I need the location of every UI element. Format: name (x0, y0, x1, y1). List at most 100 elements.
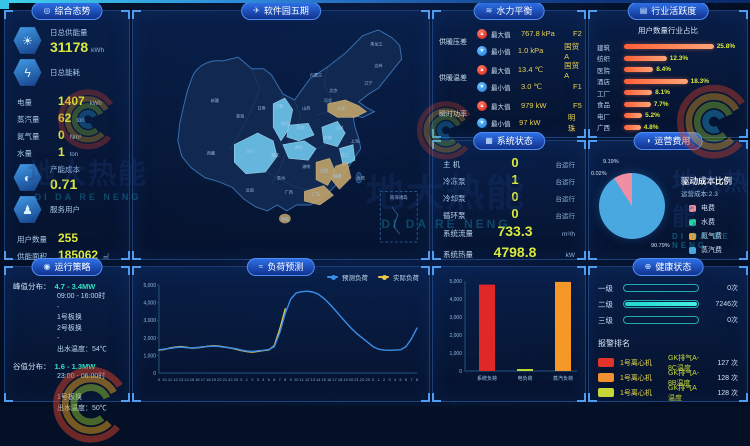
industry-category: 广西 (597, 125, 610, 133)
system-label: 系统流量 (443, 229, 473, 238)
energy-icon: ϟ (13, 59, 42, 86)
legend-swatch (689, 218, 696, 226)
province-label[interactable]: 西藏 (207, 149, 215, 155)
legend-item[interactable]: 预测负荷 (327, 272, 368, 282)
industry-row: 工厂 8.1% (595, 87, 741, 99)
province-label[interactable]: 福建 (333, 173, 341, 179)
province-label[interactable]: 甘肃 (257, 105, 265, 111)
province-label[interactable]: 海南 (281, 216, 289, 222)
legend-item[interactable]: 水费 (689, 217, 722, 227)
panel-corner-accent (121, 393, 130, 402)
level-count: 7246次 (715, 301, 738, 308)
legend-item[interactable]: 蒸汽费 (689, 245, 722, 255)
province-label[interactable]: 北京 (329, 87, 337, 93)
strategy-line: - (57, 335, 60, 342)
panel-corner-accent (577, 10, 586, 19)
panel-corner-accent (577, 266, 586, 275)
province-label[interactable]: 安徽 (324, 134, 332, 140)
province-label[interactable]: 江苏 (335, 124, 343, 130)
strategy-line: 1号板换 (57, 394, 82, 401)
system-value: 1 (511, 172, 519, 187)
province-label[interactable]: 青海 (236, 112, 244, 118)
industry-bar[interactable] (624, 67, 654, 73)
province-label[interactable]: 辽宁 (364, 79, 372, 85)
metric-label: 供能面积 (17, 251, 47, 261)
industry-bar[interactable] (624, 101, 651, 107)
industry-row: 医院 8.4% (595, 64, 741, 76)
y-tick-label: 3,000 (143, 318, 156, 324)
province-label[interactable]: 台湾 (357, 175, 365, 181)
alarm-row[interactable]: 1号离心机 GK排气A-8B温度 128 次 (595, 369, 741, 387)
bar-蒸汽负荷[interactable] (555, 281, 571, 371)
overview-title-icon: ◎ (43, 6, 51, 15)
cost-chart-title: 驱动成本比例 (681, 176, 733, 186)
province-label[interactable]: 云南 (246, 186, 254, 192)
alarm-row[interactable]: 1号离心机 GK排气A温度 128 次 (595, 384, 741, 402)
legend-item[interactable]: 氮气费 (689, 231, 722, 241)
industry-bar[interactable] (624, 90, 653, 96)
y-tick-label: 0 (153, 371, 156, 377)
metric-row: 用户数量 255 (11, 229, 123, 246)
province-label[interactable]: 广西 (285, 188, 293, 194)
level-label: 三级 (598, 315, 613, 325)
level-label: 二级 (598, 299, 613, 309)
panel-corner-accent (4, 393, 13, 402)
province-label[interactable]: 新疆 (211, 97, 219, 103)
stat-label: 产能成本 (50, 164, 80, 174)
alarm-description: GK排气A-8B温度 (668, 369, 700, 387)
province-label[interactable]: 湖南 (302, 163, 310, 169)
strategy-value: 4.7 - 3.4MW (54, 282, 96, 291)
province-label[interactable]: 广东 (312, 190, 320, 196)
legend-label: 预测负荷 (342, 275, 368, 282)
panel-corner-accent (432, 10, 441, 19)
province-label[interactable]: 陕西 (281, 120, 289, 126)
panel-corner-accent (121, 251, 130, 260)
legend-swatch (689, 204, 696, 212)
level-bar-fill (625, 302, 697, 306)
province-label[interactable]: 浙江 (341, 151, 349, 157)
province-label[interactable]: 四川 (246, 148, 254, 153)
x-tick-label: 17 (201, 377, 206, 382)
system-label: 循环泵 (443, 211, 466, 220)
x-tick-label: 3 (257, 377, 260, 382)
system-unit: kW (565, 252, 575, 259)
province-label[interactable]: 山西 (302, 105, 310, 111)
hydraulic-row: ▼ 最小值 1.0 kPa 国贸A (477, 42, 582, 61)
province-label[interactable]: 重庆 (271, 151, 279, 157)
stat-value: 31178 kWh (50, 38, 105, 55)
province-label[interactable]: 湖北 (294, 144, 302, 150)
metric-value: 1407 (58, 93, 85, 108)
cost-pie-chart[interactable] (599, 173, 665, 239)
bar-电负荷[interactable] (517, 369, 533, 371)
alarm-description: GK排气A温度 (668, 384, 697, 402)
x-tick-label: 11 (300, 377, 305, 382)
province-label[interactable]: 黑龙江 (370, 40, 382, 46)
industry-bar[interactable] (624, 124, 641, 130)
alarm-row[interactable]: 1号离心机 GK排气A-8C温度 127 次 (595, 355, 741, 372)
province-label[interactable]: 江西 (320, 167, 328, 173)
bar-系统负荷[interactable] (479, 284, 495, 371)
province-label[interactable]: 上海 (351, 138, 359, 144)
province-label[interactable]: 河北 (324, 97, 332, 103)
panel-title-health: ⊕ 健康状态 (632, 258, 704, 276)
province-label[interactable]: 山东 (337, 105, 345, 111)
metric-value: 0 (58, 127, 65, 142)
legend-swatch (689, 246, 696, 254)
province-label[interactable]: 贵州 (277, 175, 285, 181)
province-label[interactable]: 内蒙古 (310, 72, 322, 78)
province-label[interactable]: 河南 (296, 124, 304, 130)
province-label[interactable]: 吉林 (374, 62, 382, 68)
legend-item[interactable]: 电费 (689, 203, 722, 213)
health-level-row: 三级 0次 (595, 312, 741, 328)
industry-bar[interactable] (624, 78, 688, 84)
load-bar-chart[interactable]: 0 1,000 2,000 3,000 4,000 5,000 系统负荷 电负荷 蒸汽负荷 (435, 271, 583, 397)
industry-bar[interactable] (624, 113, 643, 119)
province-label[interactable]: 宁夏 (275, 103, 283, 109)
industry-bar[interactable] (624, 44, 714, 50)
panel-corner-accent (4, 251, 13, 260)
industry-bar[interactable] (624, 55, 667, 61)
legend-swatch (689, 232, 696, 240)
legend-item[interactable]: 实际负荷 (378, 272, 419, 282)
